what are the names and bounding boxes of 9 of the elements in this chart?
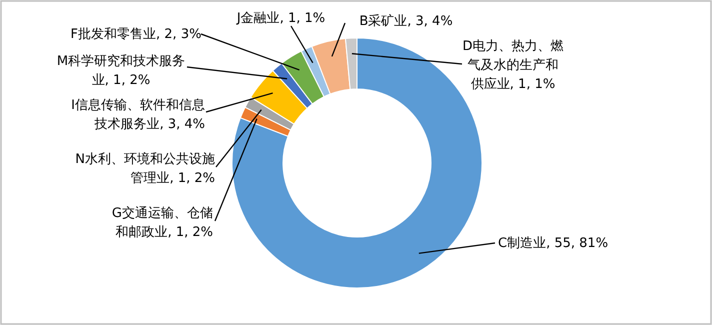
- slice-label: F批发和零售业, 2, 3%: [70, 27, 202, 42]
- slice-label: J金融业, 1, 1%: [236, 11, 326, 26]
- slice-label: N水利、环境和公共设施管理业, 1, 2%: [75, 151, 215, 186]
- slice-label: I信息传输、软件和信息技术服务业, 3, 4%: [71, 98, 205, 132]
- slice-label: D电力、热力、燃气及水的生产和供应业, 1, 1%: [462, 39, 564, 92]
- slice-label: B采矿业, 3, 4%: [359, 14, 453, 29]
- slice-label: G交通运输、仓储和邮政业, 1, 2%: [112, 205, 213, 240]
- slice-label: C制造业, 55, 81%: [498, 236, 608, 251]
- slice-label: M科学研究和技术服务业, 1, 2%: [56, 54, 186, 88]
